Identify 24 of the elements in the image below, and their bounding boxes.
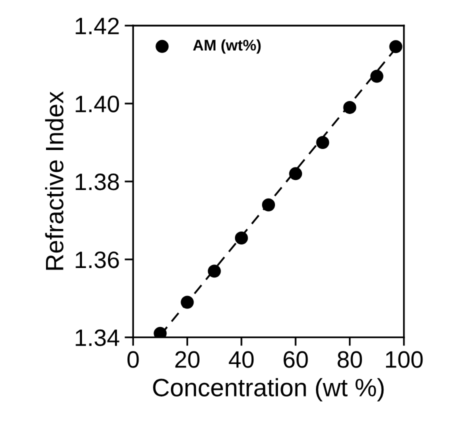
x-tick-label: 60 — [284, 351, 308, 368]
y-tick-label: 1.42 — [76, 18, 119, 34]
x-tick-label: 80 — [338, 351, 362, 368]
x-tick-label: 20 — [175, 351, 200, 368]
point — [316, 136, 330, 150]
point — [154, 326, 167, 338]
y-tick-label: 1.40 — [76, 96, 119, 112]
x-tick-label: 0 — [127, 351, 139, 368]
y-tick-label: 1.34 — [76, 329, 120, 346]
point — [180, 296, 194, 309]
y-axis-title: Refractive Index — [45, 91, 64, 270]
point — [389, 40, 402, 54]
point — [343, 100, 356, 114]
x-tick-label: 100 — [386, 351, 423, 368]
point — [289, 167, 302, 180]
point — [208, 264, 221, 278]
point — [234, 231, 248, 244]
legend-label: AM (wt%) — [193, 39, 261, 54]
y-tick-label: 1.36 — [76, 251, 119, 268]
x-axis-title: Concentration (wt %) — [153, 378, 384, 402]
x-tick-label: 40 — [228, 351, 254, 368]
y-tick-label: 1.38 — [76, 174, 119, 190]
point — [370, 70, 384, 83]
point — [262, 198, 276, 212]
